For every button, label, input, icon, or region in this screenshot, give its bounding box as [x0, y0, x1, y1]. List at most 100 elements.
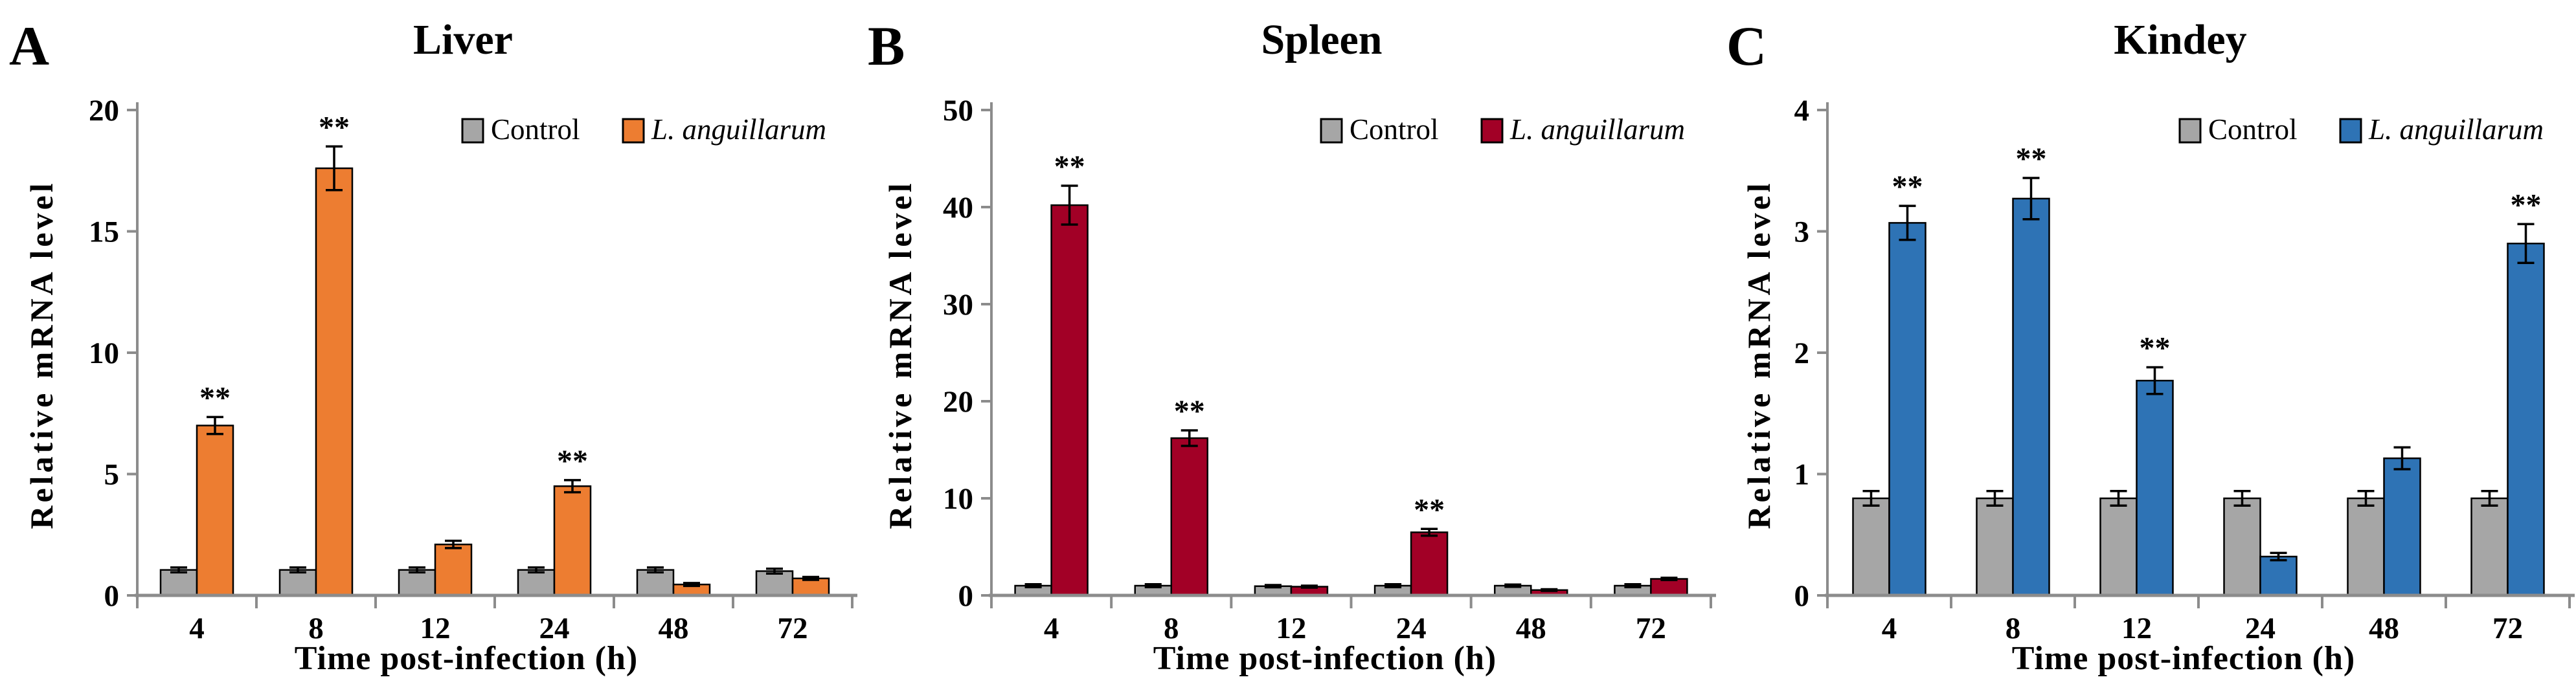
significance-marker: **	[1892, 170, 1923, 204]
bar-control-24h	[517, 569, 556, 597]
legend-swatch-control	[461, 118, 484, 144]
significance-marker: **	[1054, 149, 1085, 184]
y-tick-label: 10	[943, 482, 973, 516]
x-tick-label: 12	[420, 612, 451, 645]
y-tick-label: 0	[1794, 579, 1810, 613]
bar-control-4h	[159, 569, 198, 597]
y-tick-label: 2	[1794, 337, 1810, 370]
x-tick-label: 12	[1276, 612, 1306, 645]
bar-treatment-24h	[2259, 555, 2298, 597]
x-tick-label: 24	[539, 612, 570, 645]
legend-label-control: Control	[1350, 113, 1439, 146]
bar-control-48h	[636, 569, 675, 597]
legend-label-treatment: L. anguillarum	[2368, 113, 2544, 146]
significance-marker: **	[2016, 142, 2047, 176]
bar-control-12h	[2099, 497, 2138, 597]
legend-label-control: Control	[2208, 113, 2298, 146]
x-tick-label: 8	[1164, 612, 1179, 645]
panel-label-b: B	[868, 15, 905, 77]
bar-control-48h	[2347, 497, 2385, 597]
bar-treatment-8h	[315, 167, 354, 597]
bar-treatment-24h	[1410, 531, 1449, 597]
x-tick-label: 4	[1882, 612, 1897, 645]
y-tick-label: 15	[89, 216, 119, 249]
x-tick-label: 8	[308, 612, 324, 645]
y-tick-label: 40	[943, 191, 973, 225]
legend-swatch-treatment	[622, 118, 645, 144]
y-tick-label: 3	[1794, 216, 1810, 249]
x-axis-title: Time post-infection (h)	[1153, 640, 1497, 677]
legend-swatch-control	[2178, 118, 2202, 144]
bar-treatment-4h	[1888, 222, 1926, 597]
significance-marker: **	[2511, 188, 2542, 222]
legend-swatch-treatment	[1480, 118, 1504, 144]
y-axis-title: Relative mRNA level	[23, 180, 60, 529]
x-tick-label: 24	[2245, 612, 2276, 645]
y-tick-label: 1	[1794, 458, 1810, 492]
significance-marker: **	[2140, 331, 2171, 366]
legend-label-treatment: L. anguillarum	[1509, 113, 1685, 146]
bar-treatment-12h	[2136, 379, 2174, 597]
x-tick-label: 24	[1396, 612, 1427, 645]
bar-control-24h	[2223, 497, 2261, 597]
panel-label-a: A	[9, 15, 50, 77]
bar-treatment-4h	[1050, 204, 1089, 597]
bar-treatment-24h	[553, 485, 592, 597]
bar-treatment-8h	[2012, 197, 2050, 597]
x-tick-label: 48	[2369, 612, 2399, 645]
panel-kidney: 0 1 2 3 4 ** ** ** ** 4 8 12 24 48 72 Control L. anguill…	[1717, 0, 2576, 697]
y-tick-label: 0	[104, 579, 120, 613]
chart-title-spleen: Spleen	[1261, 16, 1383, 63]
panel-label-c: C	[1726, 15, 1767, 77]
x-tick-label: 72	[778, 612, 808, 645]
significance-marker: **	[1174, 394, 1205, 428]
legend-swatch-treatment	[2339, 118, 2362, 144]
panel-spleen: 0 10 20 30 40 50 ** ** ** 4 8 12 24 48 72 Control L. ang…	[859, 0, 1717, 697]
significance-marker: **	[199, 381, 231, 415]
bar-control-12h	[398, 569, 436, 597]
chart-title-kidney: Kindey	[2114, 16, 2247, 63]
x-tick-label: 4	[1044, 612, 1059, 645]
chart-title-liver: Liver	[413, 16, 513, 63]
legend-swatch-control	[1320, 118, 1343, 144]
legend-label-treatment: L. anguillarum	[651, 113, 826, 146]
bar-treatment-12h	[434, 544, 473, 597]
y-tick-label: 0	[958, 579, 974, 613]
panel-liver: 0 5 10 15 20 ** ** ** 4 8 12 24 48 72 Control L. anguil…	[0, 0, 859, 697]
bar-control-8h	[278, 569, 317, 597]
bar-control-72h	[755, 570, 794, 597]
y-tick-label: 5	[104, 458, 120, 492]
x-tick-label: 48	[659, 612, 689, 645]
x-tick-label: 72	[2492, 612, 2523, 645]
legend-label-control: Control	[491, 113, 580, 146]
y-tick-label: 20	[943, 385, 973, 419]
y-tick-label: 10	[89, 337, 119, 370]
significance-marker: **	[319, 110, 350, 144]
bar-treatment-72h	[1650, 578, 1688, 597]
x-axis-title: Time post-infection (h)	[294, 640, 638, 677]
bar-control-4h	[1852, 497, 1890, 597]
x-tick-label: 8	[2005, 612, 2021, 645]
y-tick-label: 30	[943, 288, 973, 322]
x-tick-label: 72	[1636, 612, 1666, 645]
x-tick-label: 12	[2121, 612, 2152, 645]
significance-marker: **	[557, 444, 588, 478]
x-axis-title: Time post-infection (h)	[2011, 640, 2356, 677]
x-tick-label: 48	[1516, 612, 1546, 645]
y-axis-title: Relative mRNA level	[1741, 180, 1777, 529]
bar-control-8h	[1976, 497, 2014, 597]
bar-treatment-8h	[1170, 437, 1208, 597]
x-tick-label: 4	[189, 612, 205, 645]
bar-treatment-72h	[2507, 243, 2545, 597]
bar-treatment-4h	[196, 425, 234, 597]
bar-treatment-48h	[2383, 457, 2421, 597]
y-axis-title: Relative mRNA level	[882, 180, 918, 529]
y-tick-label: 4	[1794, 94, 1810, 127]
y-tick-label: 20	[89, 94, 119, 127]
y-tick-label: 50	[943, 94, 973, 127]
significance-marker: **	[1414, 492, 1445, 527]
bar-control-72h	[2470, 497, 2509, 597]
